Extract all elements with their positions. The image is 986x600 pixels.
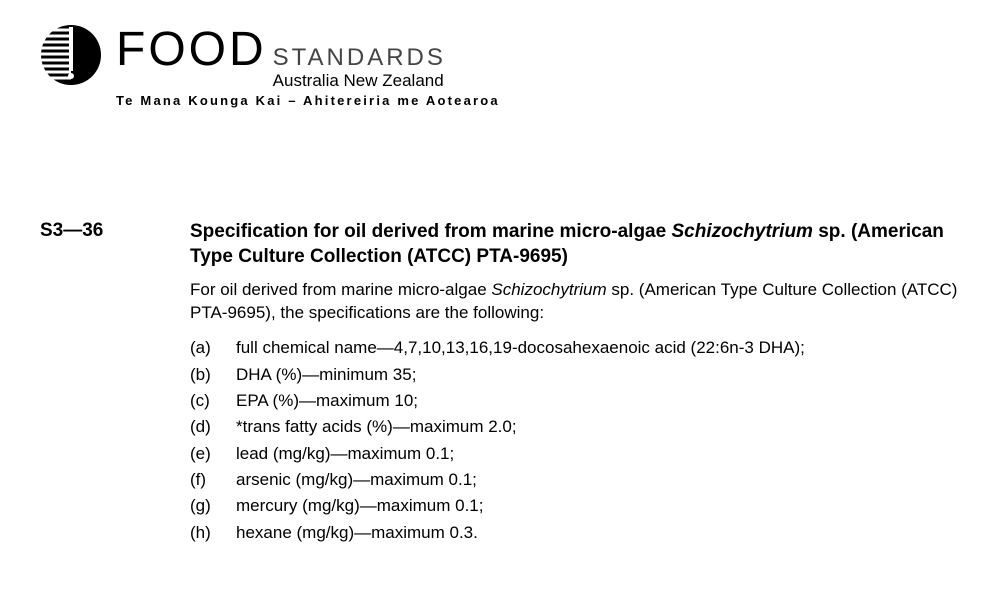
logo-maori-line: Te Mana Kounga Kai – Ahitereiria me Aote… xyxy=(116,93,500,108)
title-italic: Schizochytrium xyxy=(671,221,812,242)
spec-text: full chemical name—4,7,10,13,16,19-docos… xyxy=(236,335,805,361)
section-number: S3—36 xyxy=(40,220,190,242)
spec-marker: (g) xyxy=(190,493,236,519)
spec-marker: (h) xyxy=(190,520,236,546)
section-row: S3—36 Specification for oil derived from… xyxy=(40,220,960,546)
document-body: S3—36 Specification for oil derived from… xyxy=(40,220,960,546)
section-intro: For oil derived from marine micro-algae … xyxy=(190,279,960,325)
spec-marker: (b) xyxy=(190,362,236,388)
spec-marker: (a) xyxy=(190,335,236,361)
logo-standards-word: STANDARDS xyxy=(273,46,446,70)
spec-marker: (f) xyxy=(190,467,236,493)
list-item: (g) mercury (mg/kg)—maximum 0.1; xyxy=(190,493,960,519)
spec-text: DHA (%)—minimum 35; xyxy=(236,362,416,388)
list-item: (c) EPA (%)—maximum 10; xyxy=(190,388,960,414)
logo-text-block: FOOD STANDARDS Australia New Zealand Te … xyxy=(116,22,500,108)
logo-anz-line: Australia New Zealand xyxy=(273,72,446,89)
spec-marker: (c) xyxy=(190,388,236,414)
spec-text: mercury (mg/kg)—maximum 0.1; xyxy=(236,493,483,519)
spec-marker: (e) xyxy=(190,441,236,467)
spec-text: arsenic (mg/kg)—maximum 0.1; xyxy=(236,467,477,493)
logo-top-row: FOOD STANDARDS Australia New Zealand xyxy=(116,22,500,89)
list-item: (f) arsenic (mg/kg)—maximum 0.1; xyxy=(190,467,960,493)
logo-food-word: FOOD xyxy=(116,22,267,77)
spec-text: lead (mg/kg)—maximum 0.1; xyxy=(236,441,454,467)
intro-pre: For oil derived from marine micro-algae xyxy=(190,280,491,299)
spec-text: hexane (mg/kg)—maximum 0.3. xyxy=(236,520,478,546)
spec-text: *trans fatty acids (%)—maximum 2.0; xyxy=(236,414,517,440)
list-item: (a) full chemical name—4,7,10,13,16,19-d… xyxy=(190,335,960,361)
fsanz-logo-icon xyxy=(40,24,102,86)
list-item: (d) *trans fatty acids (%)—maximum 2.0; xyxy=(190,414,960,440)
title-pre: Specification for oil derived from marin… xyxy=(190,221,671,242)
logo-standards-block: STANDARDS Australia New Zealand xyxy=(273,46,446,89)
section-body: Specification for oil derived from marin… xyxy=(190,220,960,546)
spec-marker: (d) xyxy=(190,414,236,440)
spec-list: (a) full chemical name—4,7,10,13,16,19-d… xyxy=(190,335,960,546)
list-item: (e) lead (mg/kg)—maximum 0.1; xyxy=(190,441,960,467)
org-header: FOOD STANDARDS Australia New Zealand Te … xyxy=(40,22,500,108)
list-item: (h) hexane (mg/kg)—maximum 0.3. xyxy=(190,520,960,546)
intro-italic: Schizochytrium xyxy=(491,280,606,299)
section-title: Specification for oil derived from marin… xyxy=(190,220,960,269)
list-item: (b) DHA (%)—minimum 35; xyxy=(190,362,960,388)
spec-text: EPA (%)—maximum 10; xyxy=(236,388,418,414)
